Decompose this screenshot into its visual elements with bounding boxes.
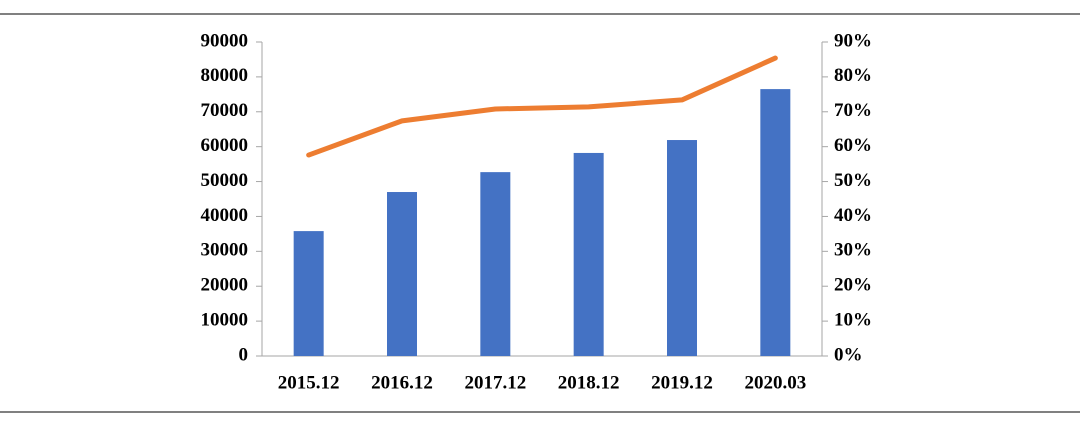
y2-tick-label: 0% [834, 344, 863, 365]
bar [293, 231, 324, 356]
y2-tick-label: 30% [834, 240, 872, 261]
bar [387, 192, 417, 356]
bar [667, 140, 697, 356]
x-tick-label: 2015.12 [278, 372, 340, 393]
x-tick-label: 2016.12 [371, 372, 433, 393]
y-tick-label: 50000 [201, 170, 249, 191]
x-tick-label: 2020.03 [744, 372, 806, 393]
x-tick-label: 2018.12 [558, 372, 620, 393]
y2-tick-label: 60% [834, 135, 872, 156]
y2-tick-label: 10% [834, 309, 872, 330]
bar [480, 172, 511, 356]
y-tick-label: 90000 [201, 30, 249, 51]
y-tick-label: 70000 [201, 100, 249, 121]
y-tick-label: 0 [239, 344, 249, 365]
y2-tick-label: 70% [834, 100, 872, 121]
y-tick-label: 40000 [201, 205, 249, 226]
y2-tick-label: 80% [834, 65, 872, 86]
y2-tick-label: 20% [834, 275, 872, 296]
x-tick-label: 2017.12 [464, 372, 526, 393]
y-tick-label: 10000 [201, 309, 249, 330]
x-tick-label: 2019.12 [651, 372, 713, 393]
y2-tick-label: 90% [834, 30, 872, 51]
y-tick-label: 20000 [201, 275, 249, 296]
y2-tick-label: 50% [834, 170, 872, 191]
line [306, 55, 778, 158]
y-tick-label: 60000 [201, 135, 249, 156]
y-tick-label: 80000 [201, 65, 249, 86]
bar [573, 152, 604, 356]
y-tick-label: 30000 [201, 240, 249, 261]
bar [760, 89, 791, 356]
y2-tick-label: 40% [834, 205, 872, 226]
